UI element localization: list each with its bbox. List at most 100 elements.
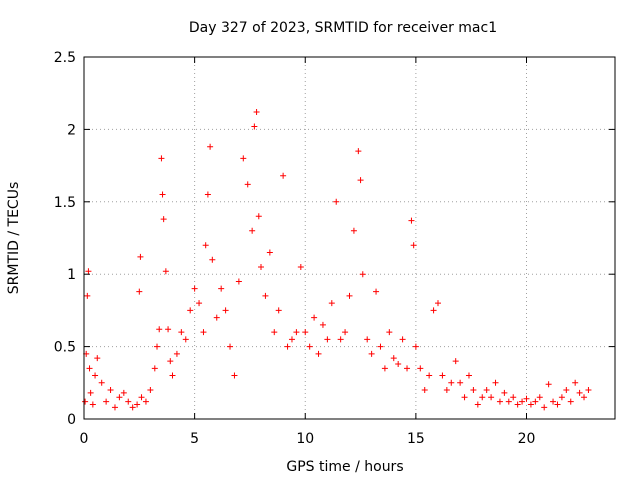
data-point <box>399 336 406 343</box>
data-point <box>417 365 424 372</box>
data-point <box>138 394 145 401</box>
y-tick-label: 1 <box>67 267 76 283</box>
data-point <box>452 358 459 365</box>
data-point <box>527 401 534 408</box>
data-point <box>470 387 477 394</box>
data-point <box>116 394 123 401</box>
data-point <box>514 401 521 408</box>
data-point <box>191 285 198 292</box>
y-tick-label: 0 <box>67 412 76 428</box>
data-point <box>120 389 127 396</box>
data-point <box>576 389 583 396</box>
data-point <box>408 217 415 224</box>
data-point <box>92 372 99 379</box>
data-point <box>381 365 388 372</box>
data-point <box>222 307 229 314</box>
data-point <box>94 355 101 362</box>
data-point <box>519 398 526 405</box>
data-point <box>82 398 89 405</box>
data-point <box>430 307 437 314</box>
data-point <box>412 343 419 350</box>
data-point <box>505 398 512 405</box>
data-point <box>377 343 384 350</box>
data-point <box>251 123 258 130</box>
data-point <box>275 307 282 314</box>
data-point <box>240 155 247 162</box>
data-point <box>523 395 530 402</box>
data-point <box>209 256 216 263</box>
x-axis-label: GPS time / hours <box>286 459 403 475</box>
data-point <box>302 329 309 336</box>
data-point <box>585 387 592 394</box>
data-point <box>249 227 256 234</box>
data-point <box>479 394 486 401</box>
data-point <box>156 326 163 333</box>
data-point <box>196 300 203 307</box>
data-point <box>207 143 214 150</box>
data-point <box>227 343 234 350</box>
data-point <box>532 398 539 405</box>
data-point <box>125 398 132 405</box>
x-axis-ticks: 0 5 10 15 20 <box>80 57 535 447</box>
y-tick-label: 0.5 <box>54 340 76 356</box>
data-point <box>510 394 517 401</box>
data-point <box>545 381 552 388</box>
data-point <box>173 350 180 357</box>
data-point <box>154 343 161 350</box>
data-point <box>167 358 174 365</box>
data-point <box>359 271 366 278</box>
data-point <box>492 379 499 386</box>
data-point <box>333 198 340 205</box>
data-point <box>395 360 402 367</box>
data-point <box>262 292 269 299</box>
data-point <box>410 242 417 249</box>
data-point <box>244 181 251 188</box>
data-point <box>558 394 565 401</box>
data-point <box>178 329 185 336</box>
data-point <box>435 300 441 307</box>
data-point <box>98 379 105 386</box>
data-point <box>202 242 209 249</box>
data-point <box>550 398 557 405</box>
data-point <box>572 379 579 386</box>
data-point <box>368 350 375 357</box>
data-point <box>158 155 165 162</box>
data-point <box>404 365 411 372</box>
data-point <box>107 387 114 394</box>
data-point <box>134 401 141 408</box>
x-tick-label: 5 <box>190 431 199 447</box>
x-tick-label: 0 <box>80 431 89 447</box>
y-axis-label: SRMTID / TECUs <box>6 182 22 295</box>
data-point <box>255 213 262 220</box>
data-point <box>306 343 313 350</box>
data-point <box>373 288 380 295</box>
y-axis-ticks: 0 0.5 1 1.5 2 2.5 <box>54 50 615 428</box>
data-point <box>337 336 344 343</box>
data-point <box>297 263 304 270</box>
data-point <box>87 389 94 396</box>
data-point <box>165 326 172 333</box>
data-point <box>483 387 490 394</box>
x-tick-label: 10 <box>296 431 314 447</box>
data-point <box>253 109 260 116</box>
y-tick-label: 2 <box>67 122 76 138</box>
data-point <box>457 379 464 386</box>
data-point <box>346 292 353 299</box>
data-point <box>147 387 154 394</box>
data-point <box>142 398 149 405</box>
data-point <box>439 372 446 379</box>
data-point <box>461 394 468 401</box>
grid-lines <box>84 57 615 419</box>
data-point <box>357 177 364 184</box>
data-point <box>315 350 322 357</box>
data-point <box>563 387 570 394</box>
data-point <box>159 191 166 198</box>
data-point <box>84 292 91 299</box>
data-point <box>129 404 136 411</box>
chart-title: Day 327 of 2023, SRMTID for receiver mac… <box>189 20 497 36</box>
data-point <box>554 401 561 408</box>
data-point <box>218 285 225 292</box>
data-point <box>280 172 287 179</box>
y-tick-label: 2.5 <box>54 50 76 66</box>
data-point <box>103 398 110 405</box>
